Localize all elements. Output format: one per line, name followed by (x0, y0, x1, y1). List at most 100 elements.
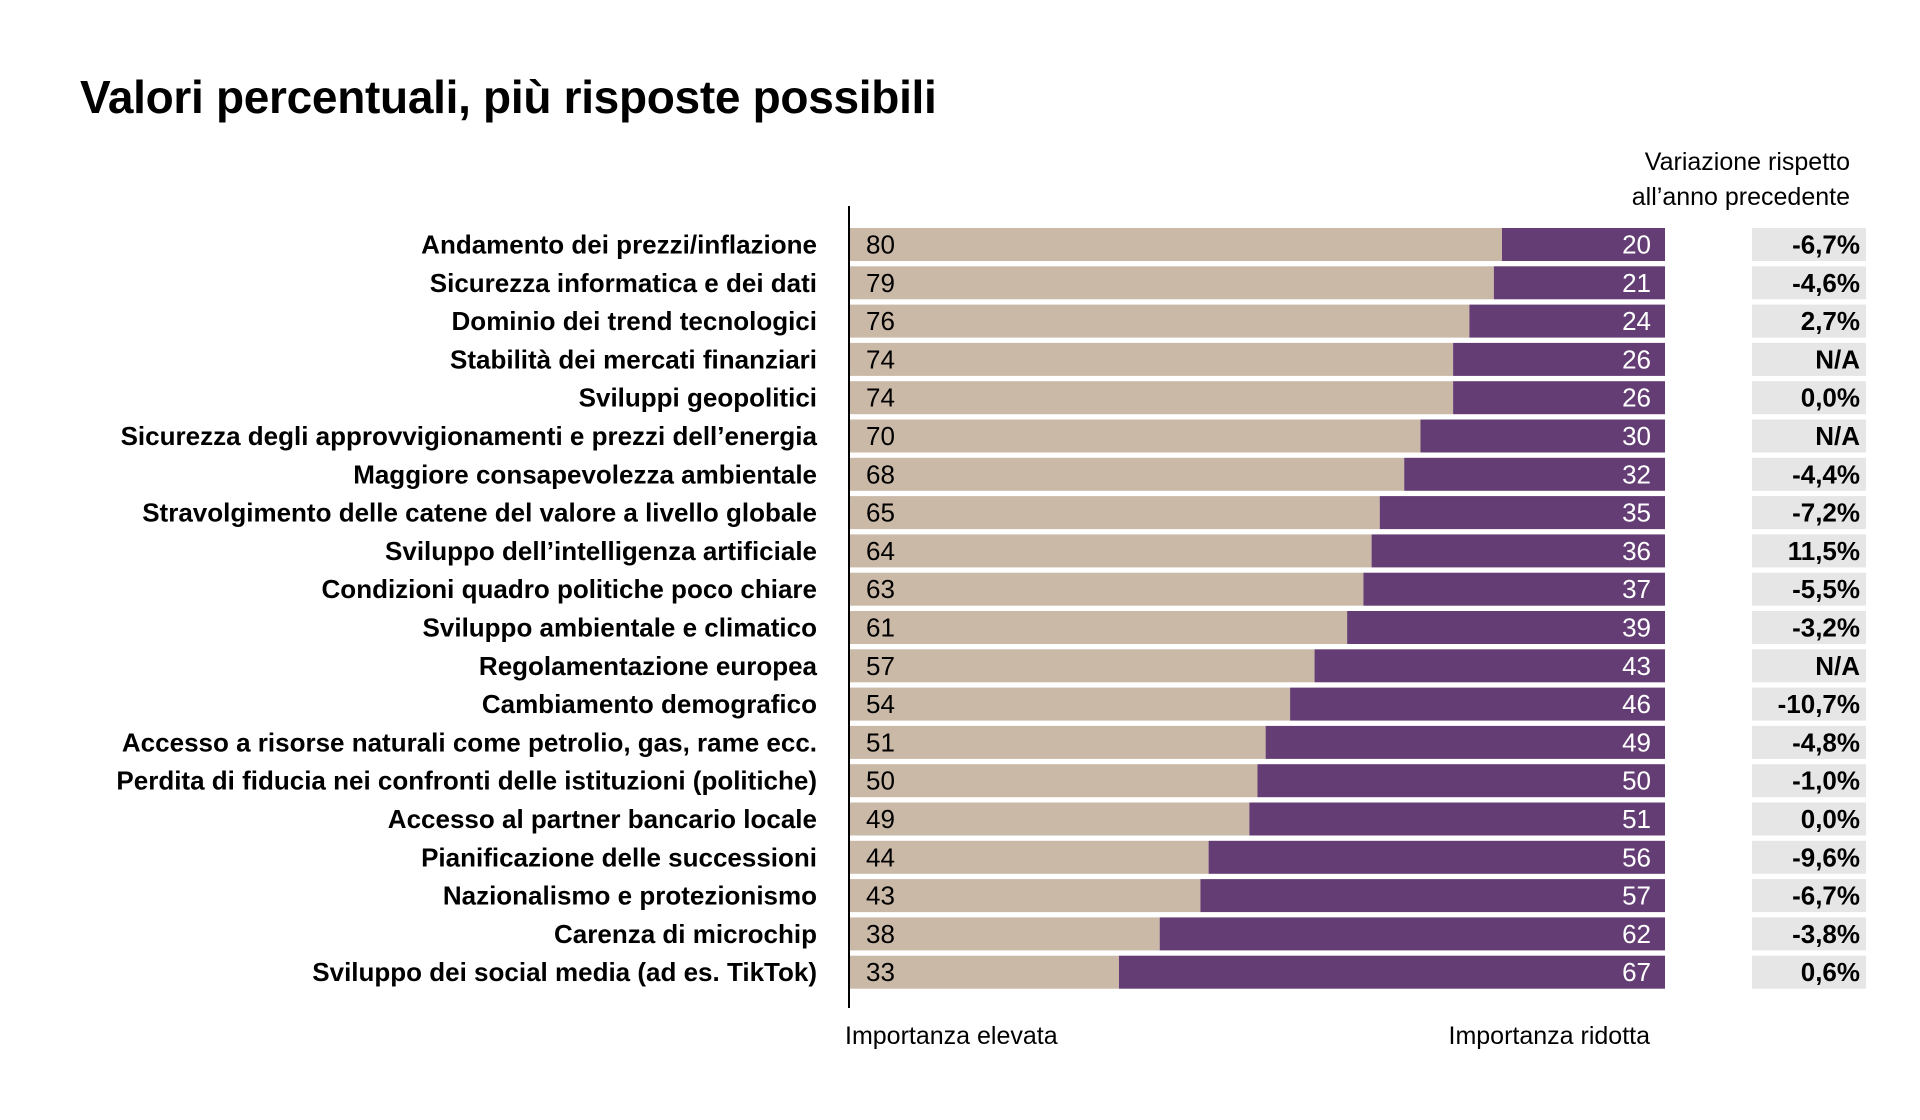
bar-high-importance (850, 573, 1363, 606)
category-label: Condizioni quadro politiche poco chiare (322, 574, 817, 604)
change-value: -4,6% (1792, 268, 1860, 298)
category-label: Maggiore consapevolezza ambientale (353, 459, 817, 489)
change-value: -1,0% (1792, 766, 1860, 796)
change-value: 0,0% (1801, 383, 1860, 413)
category-label: Stravolgimento delle catene del valore a… (142, 498, 817, 528)
value-label-low: 51 (1622, 804, 1651, 834)
change-value: -6,7% (1792, 881, 1860, 911)
bar-low-importance (1200, 879, 1665, 912)
value-label-high: 57 (866, 651, 895, 681)
change-value: -5,5% (1792, 574, 1860, 604)
bar-high-importance (850, 688, 1290, 721)
category-label: Accesso al partner bancario locale (388, 804, 817, 834)
value-label-low: 56 (1622, 842, 1651, 872)
value-label-low: 67 (1622, 957, 1651, 987)
bar-low-importance (1347, 611, 1665, 644)
value-label-low: 46 (1622, 689, 1651, 719)
bar-high-importance (850, 649, 1315, 682)
bar-low-importance (1119, 956, 1665, 989)
change-value: -7,2% (1792, 498, 1860, 528)
value-label-low: 26 (1622, 383, 1651, 413)
value-label-high: 74 (866, 344, 895, 374)
bar-high-importance (850, 305, 1469, 338)
bar-high-importance (850, 228, 1502, 261)
change-value: -10,7% (1778, 689, 1860, 719)
value-label-low: 32 (1622, 459, 1651, 489)
category-label: Cambiamento demografico (482, 689, 817, 719)
value-label-low: 57 (1622, 881, 1651, 911)
value-label-high: 64 (866, 536, 895, 566)
value-label-high: 38 (866, 919, 895, 949)
value-label-low: 20 (1622, 230, 1651, 260)
change-value: -4,8% (1792, 727, 1860, 757)
bar-low-importance (1266, 726, 1665, 759)
category-label: Accesso a risorse naturali come petrolio… (122, 727, 817, 757)
value-label-low: 36 (1622, 536, 1651, 566)
category-label: Perdita di fiducia nei confronti delle i… (116, 766, 817, 796)
category-label: Sviluppo dell’intelligenza artificiale (385, 536, 817, 566)
bar-high-importance (850, 534, 1372, 567)
change-value: N/A (1815, 651, 1860, 681)
change-value: -4,4% (1792, 459, 1860, 489)
bar-low-importance (1290, 688, 1665, 721)
category-label: Sviluppo ambientale e climatico (423, 613, 817, 643)
bar-high-importance (850, 266, 1494, 299)
bar-high-importance (850, 381, 1453, 414)
stacked-bar-chart: Andamento dei prezzi/inflazione 80 20 -6,7%… (0, 0, 1920, 1120)
value-label-low: 43 (1622, 651, 1651, 681)
legend-high-importance: Importanza elevata (845, 1022, 1058, 1051)
value-label-high: 79 (866, 268, 895, 298)
category-label: Regolamentazione europea (479, 651, 818, 681)
bar-high-importance (850, 879, 1200, 912)
bar-high-importance (850, 420, 1421, 453)
category-label: Dominio dei trend tecnologici (452, 306, 817, 336)
bar-high-importance (850, 458, 1404, 491)
bar-low-importance (1209, 841, 1665, 874)
category-label: Stabilità dei mercati finanziari (450, 344, 817, 374)
value-label-high: 33 (866, 957, 895, 987)
value-label-high: 43 (866, 881, 895, 911)
category-label: Sviluppi geopolitici (579, 383, 817, 413)
value-label-low: 35 (1622, 498, 1651, 528)
category-label: Pianificazione delle successioni (421, 842, 817, 872)
bar-low-importance (1258, 764, 1666, 797)
bar-high-importance (850, 726, 1266, 759)
bar-low-importance (1160, 917, 1665, 950)
bar-high-importance (850, 917, 1160, 950)
change-value: -9,6% (1792, 842, 1860, 872)
change-value: -3,8% (1792, 919, 1860, 949)
value-label-high: 63 (866, 574, 895, 604)
value-label-high: 65 (866, 498, 895, 528)
legend-low-importance: Importanza ridotta (1350, 1022, 1650, 1051)
change-value: 0,0% (1801, 804, 1860, 834)
value-label-high: 80 (866, 230, 895, 260)
bar-high-importance (850, 496, 1380, 529)
value-label-high: 74 (866, 383, 895, 413)
bar-low-importance (1249, 803, 1665, 836)
change-value: N/A (1815, 421, 1860, 451)
value-label-low: 39 (1622, 613, 1651, 643)
bar-high-importance (850, 343, 1453, 376)
value-label-low: 37 (1622, 574, 1651, 604)
value-label-high: 68 (866, 459, 895, 489)
category-label: Andamento dei prezzi/inflazione (421, 230, 817, 260)
value-label-low: 26 (1622, 344, 1651, 374)
value-label-low: 30 (1622, 421, 1651, 451)
value-label-high: 50 (866, 766, 895, 796)
change-value: -6,7% (1792, 230, 1860, 260)
category-label: Nazionalismo e protezionismo (443, 881, 817, 911)
bar-high-importance (850, 611, 1347, 644)
bar-low-importance (1372, 534, 1665, 567)
change-value: -3,2% (1792, 613, 1860, 643)
bar-low-importance (1363, 573, 1665, 606)
bar-high-importance (850, 803, 1249, 836)
value-label-high: 51 (866, 727, 895, 757)
value-label-high: 61 (866, 613, 895, 643)
value-label-high: 70 (866, 421, 895, 451)
value-label-low: 62 (1622, 919, 1651, 949)
change-value: 2,7% (1801, 306, 1860, 336)
value-label-high: 76 (866, 306, 895, 336)
value-label-low: 21 (1622, 268, 1651, 298)
bar-low-importance (1315, 649, 1665, 682)
change-value: N/A (1815, 344, 1860, 374)
